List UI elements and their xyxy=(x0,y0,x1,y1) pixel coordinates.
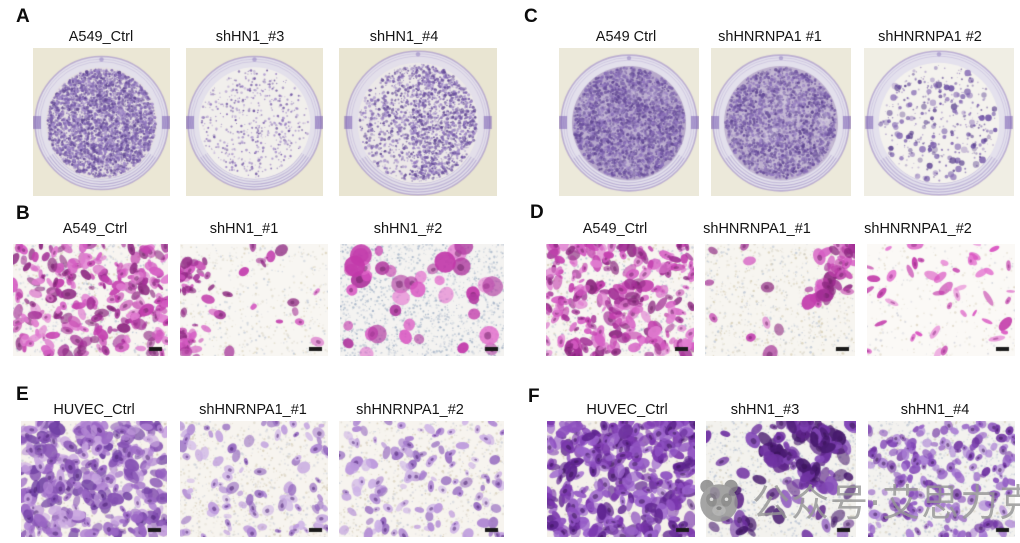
watermark-text: 公众号·艾思力克 xyxy=(752,481,1020,525)
panel-letter: F xyxy=(528,386,540,407)
column-label: shHNRNPA1 #1 xyxy=(718,29,822,45)
column-label: shHN1_#3 xyxy=(215,29,285,45)
column-label: shHN1_#4 xyxy=(369,29,439,45)
column-label: shHNRNPA1_#1 xyxy=(703,221,811,237)
column-label: A549_Ctrl xyxy=(68,29,134,45)
panel-letter: B xyxy=(16,203,30,224)
transwell-micrograph xyxy=(705,244,855,356)
column-label: shHNRNPA1_#2 xyxy=(356,402,464,418)
panel-letter: A xyxy=(16,6,30,27)
panel-letter: C xyxy=(524,6,538,27)
transwell-micrograph xyxy=(180,421,328,537)
colony-dish-photo xyxy=(711,48,851,196)
watermark: 公众号·艾思力克 xyxy=(694,472,1020,527)
transwell-micrograph xyxy=(546,244,694,356)
column-label: shHN1_#2 xyxy=(373,221,443,237)
column-label: shHNRNPA1_#2 xyxy=(864,221,972,237)
column-label: shHNRNPA1 #2 xyxy=(878,29,982,45)
column-label: shHNRNPA1_#1 xyxy=(199,402,307,418)
transwell-micrograph xyxy=(21,421,167,537)
panel-letter: D xyxy=(530,202,544,223)
colony-dish-photo xyxy=(559,48,699,196)
column-label: A549_Ctrl xyxy=(582,221,648,237)
panel-letter: E xyxy=(16,384,29,405)
transwell-micrograph xyxy=(547,421,695,537)
column-label: HUVEC_Ctrl xyxy=(53,402,135,418)
column-label: HUVEC_Ctrl xyxy=(586,402,668,418)
colony-dish-photo xyxy=(33,48,170,196)
colony-dish-photo xyxy=(339,48,497,196)
transwell-micrograph xyxy=(13,244,168,356)
column-label: shHN1_#4 xyxy=(900,402,970,418)
transwell-micrograph xyxy=(339,421,504,537)
column-label: A549_Ctrl xyxy=(62,221,128,237)
transwell-micrograph xyxy=(180,244,328,356)
transwell-micrograph xyxy=(867,244,1015,356)
column-label: shHN1_#1 xyxy=(209,221,279,237)
transwell-micrograph xyxy=(868,421,1015,537)
colony-dish-photo xyxy=(864,48,1014,196)
colony-dish-photo xyxy=(186,48,323,196)
transwell-micrograph xyxy=(340,244,504,356)
panda-icon xyxy=(700,479,738,522)
transwell-micrograph xyxy=(706,421,856,537)
column-label: shHN1_#3 xyxy=(730,402,800,418)
column-label: A549 Ctrl xyxy=(595,29,657,45)
